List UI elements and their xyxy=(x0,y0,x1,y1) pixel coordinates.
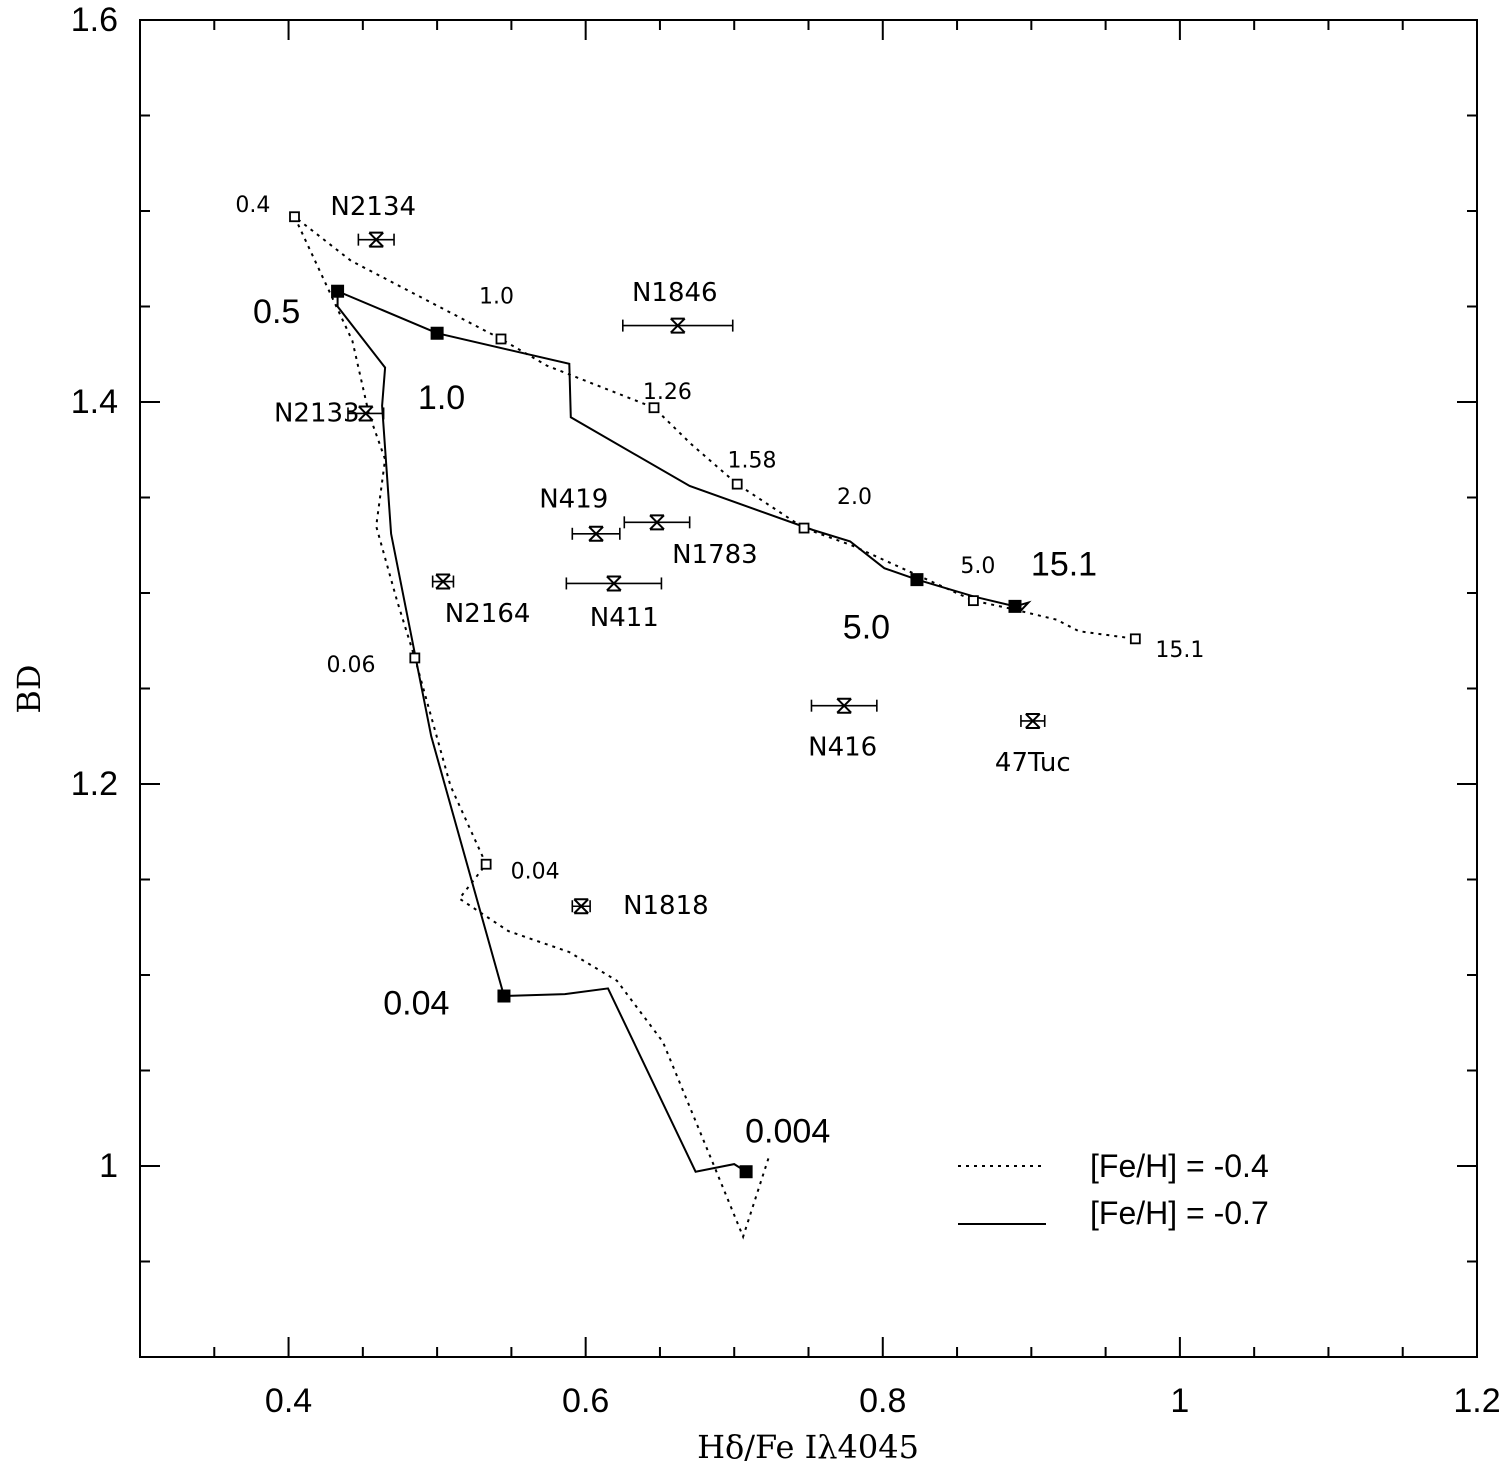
age-label-small: 1.0 xyxy=(479,284,514,309)
open-square-marker xyxy=(409,652,421,664)
series-group xyxy=(293,215,1136,1240)
cluster-star-marker xyxy=(588,525,604,542)
age-label-small: 5.0 xyxy=(960,554,995,579)
cluster-group: N2134 N1846 N2133 N419 N1783 N2164 N411 N416 47T… xyxy=(274,192,1071,921)
legend: [Fe/H] = -0.4 [Fe/H] = -0.7 xyxy=(958,1148,1269,1231)
legend-label-solid: [Fe/H] = -0.7 xyxy=(1090,1195,1269,1231)
y-axis-title: BD xyxy=(10,664,48,713)
cluster-label: N2134 xyxy=(330,192,416,222)
open-square-marker xyxy=(289,211,300,223)
cluster-star-marker xyxy=(358,405,374,422)
cluster-label: 47Tuc xyxy=(995,748,1071,778)
y-tick-label: 1.6 xyxy=(71,1,118,39)
x-tick-label: 0.6 xyxy=(562,1382,609,1420)
filled-square-marker xyxy=(497,989,511,1003)
age-label-small: 0.4 xyxy=(235,193,270,218)
cluster-label: N416 xyxy=(808,733,877,763)
age-label-large: 1.0 xyxy=(418,379,465,417)
y-tick-label: 1.2 xyxy=(71,765,118,803)
filled-square-marker xyxy=(331,284,345,298)
x-tick-label: 0.4 xyxy=(265,1382,312,1420)
x-axis-title: Hδ/Fe Iλ4045 xyxy=(697,1428,919,1466)
cluster-label: N1846 xyxy=(632,278,718,308)
x-tick-label: 1 xyxy=(1170,1382,1189,1420)
filled-square-marker xyxy=(910,573,924,587)
age-label-small: 2.0 xyxy=(837,485,872,510)
age-label-group: 0.5 1.0 5.0 15.1 0.04 0.004 0.4 1.0 1.26 1.58 2.0 5… xyxy=(235,193,1204,1151)
open-square-marker xyxy=(648,402,660,414)
age-label-small: 1.26 xyxy=(643,380,692,405)
y-tick-label: 1.4 xyxy=(71,383,118,421)
cluster-label: N2164 xyxy=(445,599,531,629)
open-square-marker xyxy=(798,522,810,534)
series-line-feh-0.7 xyxy=(336,289,1032,1173)
cluster-label: N2133 xyxy=(274,398,360,428)
cluster-star-marker xyxy=(606,575,622,592)
cluster-label: N419 xyxy=(539,484,608,514)
age-label-small: 1.58 xyxy=(728,449,777,474)
cluster-star-marker xyxy=(649,514,665,531)
open-square-marker xyxy=(967,595,979,607)
filled-square-marker xyxy=(739,1165,753,1179)
age-label-large: 0.04 xyxy=(383,985,449,1023)
age-label-small: 15.1 xyxy=(1155,638,1204,663)
open-square-marker xyxy=(1129,633,1141,645)
open-square-marker xyxy=(480,858,492,870)
cluster-star-marker xyxy=(435,573,451,590)
cluster-label: N411 xyxy=(590,603,659,633)
age-label-large: 5.0 xyxy=(843,608,890,646)
age-label-large: 0.5 xyxy=(253,293,300,331)
marker-group xyxy=(289,211,1141,1179)
filled-square-marker xyxy=(430,326,444,340)
cluster-star-marker xyxy=(1025,712,1041,729)
cluster-star-marker xyxy=(573,898,589,915)
cluster-star-marker xyxy=(670,317,686,334)
series-line-feh-0.4 xyxy=(293,215,1136,1240)
open-square-marker xyxy=(495,333,507,345)
open-square-marker xyxy=(731,478,743,490)
cluster-star-marker xyxy=(836,697,852,714)
age-label-small: 0.06 xyxy=(326,653,375,678)
age-label-large: 0.004 xyxy=(745,1113,830,1151)
axis-ticks xyxy=(139,19,1478,1358)
age-label-large: 15.1 xyxy=(1031,545,1097,583)
cluster-label: N1818 xyxy=(623,891,709,921)
cluster-label: N1783 xyxy=(672,540,758,570)
age-label-small: 0.04 xyxy=(511,859,560,884)
cluster-star-marker xyxy=(368,231,384,248)
tick-labels: 0.4 0.6 0.8 1 1.2 1 1.2 1.4 1.6 xyxy=(71,1,1501,1420)
legend-label-dotted: [Fe/H] = -0.4 xyxy=(1090,1148,1269,1184)
x-tick-label: 0.8 xyxy=(859,1382,906,1420)
filled-square-marker xyxy=(1008,599,1022,613)
y-tick-label: 1 xyxy=(99,1147,118,1185)
x-tick-label: 1.2 xyxy=(1453,1382,1500,1420)
